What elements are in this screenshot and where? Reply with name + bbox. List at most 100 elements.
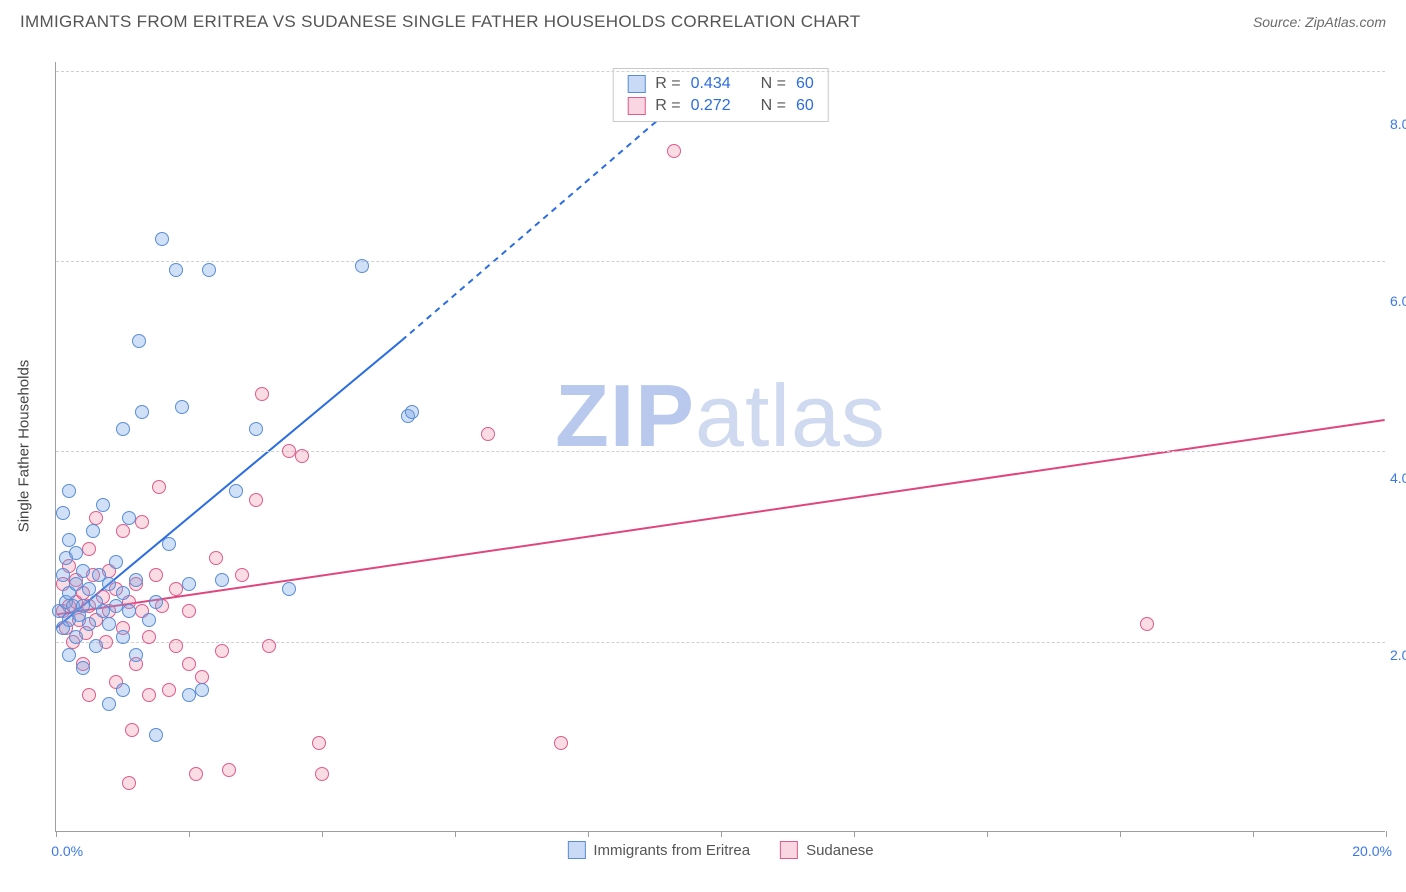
data-point [96, 498, 110, 512]
data-point [125, 723, 139, 737]
legend-swatch [780, 841, 798, 859]
correlation-legend: R =0.434N =60R =0.272N =60 [612, 68, 829, 122]
trendlines-layer [56, 62, 1385, 831]
data-point [82, 582, 96, 596]
data-point [76, 599, 90, 613]
data-point [162, 537, 176, 551]
x-tick [189, 831, 190, 837]
x-tick [588, 831, 589, 837]
trend-line [56, 420, 1384, 614]
data-point [249, 422, 263, 436]
gridline-h [56, 451, 1385, 452]
data-point [82, 688, 96, 702]
legend-series-label: Immigrants from Eritrea [593, 842, 750, 859]
gridline-h [56, 71, 1385, 72]
data-point [129, 573, 143, 587]
data-point [209, 551, 223, 565]
data-point [282, 444, 296, 458]
data-point [149, 568, 163, 582]
x-tick [1386, 831, 1387, 837]
legend-correlation-row: R = 0.434 N = 60 [627, 73, 814, 95]
legend-swatch [627, 75, 645, 93]
data-point [195, 670, 209, 684]
y-tick-label: 8.0% [1390, 116, 1406, 132]
data-point [667, 144, 681, 158]
data-point [76, 661, 90, 675]
data-point [102, 617, 116, 631]
data-point [222, 763, 236, 777]
y-tick-label: 6.0% [1390, 293, 1406, 309]
data-point [195, 683, 209, 697]
y-axis-label: Single Father Households [16, 360, 33, 533]
data-point [116, 422, 130, 436]
y-tick-label: 2.0% [1390, 647, 1406, 663]
x-tick [455, 831, 456, 837]
r-value: 0.434 [691, 75, 731, 93]
x-tick [322, 831, 323, 837]
n-value: 60 [796, 75, 814, 93]
data-point [182, 688, 196, 702]
data-point [315, 767, 329, 781]
data-point [182, 604, 196, 618]
data-point [109, 555, 123, 569]
data-point [69, 546, 83, 560]
x-tick [854, 831, 855, 837]
r-label: R = [655, 75, 680, 93]
data-point [116, 586, 130, 600]
data-point [56, 568, 70, 582]
watermark-zip: ZIP [555, 366, 695, 465]
data-point [229, 484, 243, 498]
gridline-h [56, 642, 1385, 643]
n-label: N = [761, 97, 786, 115]
x-tick [56, 831, 57, 837]
data-point [169, 639, 183, 653]
data-point [152, 480, 166, 494]
legend-series-item: Sudanese [780, 841, 874, 859]
source-attribution: Source: ZipAtlas.com [1253, 14, 1386, 30]
chart-title: IMMIGRANTS FROM ERITREA VS SUDANESE SING… [20, 12, 860, 32]
data-point [56, 506, 70, 520]
data-point [149, 595, 163, 609]
data-point [162, 683, 176, 697]
x-tick-label: 0.0% [51, 843, 83, 859]
data-point [481, 427, 495, 441]
data-point [132, 334, 146, 348]
scatter-chart: ZIPatlas R =0.434N =60R =0.272N =60 Immi… [55, 62, 1385, 832]
data-point [69, 577, 83, 591]
data-point [255, 387, 269, 401]
data-point [142, 688, 156, 702]
data-point [149, 728, 163, 742]
data-point [295, 449, 309, 463]
data-point [554, 736, 568, 750]
data-point [96, 604, 110, 618]
data-point [135, 405, 149, 419]
data-point [235, 568, 249, 582]
data-point [116, 683, 130, 697]
data-point [405, 405, 419, 419]
data-point [116, 630, 130, 644]
data-point [62, 533, 76, 547]
data-point [129, 648, 143, 662]
data-point [82, 542, 96, 556]
data-point [102, 577, 116, 591]
data-point [282, 582, 296, 596]
x-tick [1120, 831, 1121, 837]
data-point [122, 511, 136, 525]
watermark-atlas: atlas [695, 366, 886, 465]
data-point [62, 484, 76, 498]
data-point [182, 577, 196, 591]
data-point [86, 524, 100, 538]
x-tick [721, 831, 722, 837]
source-prefix: Source: [1253, 14, 1305, 30]
data-point [135, 515, 149, 529]
data-point [102, 697, 116, 711]
data-point [215, 573, 229, 587]
data-point [1140, 617, 1154, 631]
data-point [142, 613, 156, 627]
data-point [249, 493, 263, 507]
n-label: N = [761, 75, 786, 93]
data-point [109, 599, 123, 613]
data-point [182, 657, 196, 671]
data-point [202, 263, 216, 277]
r-label: R = [655, 97, 680, 115]
